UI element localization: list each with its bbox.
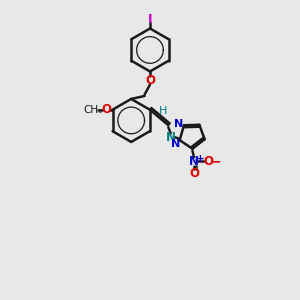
Text: O: O (189, 167, 199, 180)
Text: N: N (166, 131, 176, 144)
Text: −: − (210, 154, 221, 168)
Text: O: O (203, 155, 213, 168)
Text: O: O (145, 74, 155, 87)
Text: N: N (171, 139, 180, 149)
Text: I: I (148, 13, 152, 26)
Text: N: N (189, 155, 199, 168)
Text: N: N (174, 119, 183, 129)
Text: +: + (196, 154, 205, 164)
Text: H: H (158, 106, 167, 116)
Text: O: O (101, 103, 111, 116)
Text: CH₃: CH₃ (84, 105, 103, 115)
